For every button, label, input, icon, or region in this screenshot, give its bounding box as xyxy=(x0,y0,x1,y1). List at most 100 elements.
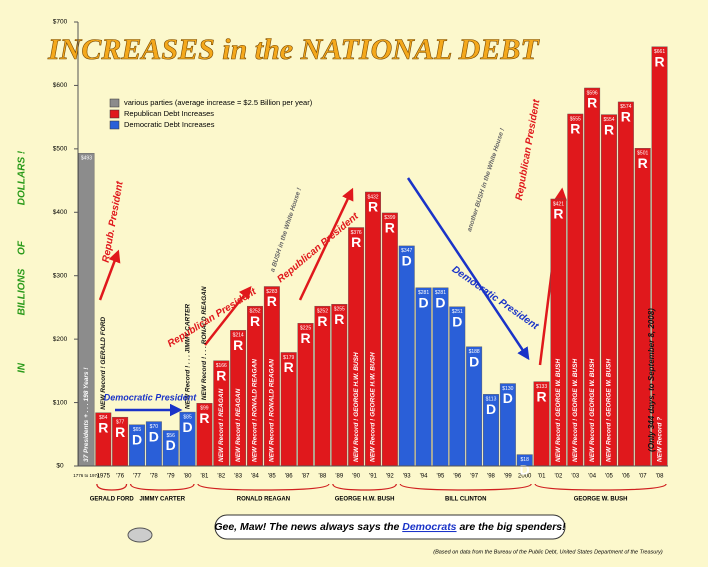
legend-swatch xyxy=(109,98,120,108)
legend-label: various parties (average increase = $2.5… xyxy=(124,98,313,107)
bar-letter: R xyxy=(570,121,580,137)
x-tick-label: 2000 xyxy=(518,474,532,480)
president-label: JIMMY CARTER xyxy=(140,497,186,503)
value-label: $179 xyxy=(283,355,294,361)
y-tick-label: $500 xyxy=(53,146,68,153)
value-label: $493 xyxy=(81,156,92,162)
bar-letter: R xyxy=(385,220,395,236)
y-axis-label: OF xyxy=(17,240,28,255)
bar-letter: R xyxy=(115,424,125,440)
bar-letter: R xyxy=(621,109,631,125)
value-label: $84 xyxy=(99,415,108,421)
value-label: $281 xyxy=(435,290,446,296)
bar-letter: R xyxy=(351,234,361,250)
president-label: BILL CLINTON xyxy=(445,497,486,503)
value-label: $554 xyxy=(603,117,614,123)
y-tick-label: $400 xyxy=(53,209,68,216)
bar xyxy=(415,287,432,467)
bar-letter: R xyxy=(317,313,327,329)
x-tick-label: '78 xyxy=(150,474,158,480)
bar-note: NEW Record ! GEORGE W. BUSH xyxy=(606,359,613,462)
source-note: (Based on data from the Bureau of the Pu… xyxy=(433,549,663,555)
bar xyxy=(617,101,634,467)
value-label: $99 xyxy=(200,406,209,412)
x-tick-label: '02 xyxy=(555,474,563,480)
bar-letter: R xyxy=(587,95,597,111)
x-tick-label: 1975 xyxy=(97,474,111,480)
value-label: $421 xyxy=(553,201,564,207)
group-brace xyxy=(197,483,330,491)
arrow xyxy=(98,249,121,301)
x-tick-label: '96 xyxy=(453,474,461,480)
arrow xyxy=(406,177,530,361)
bar-note: NEW Record ! GEORGE W. BUSH xyxy=(555,359,562,462)
value-label: $188 xyxy=(469,349,480,355)
value-label: $77 xyxy=(116,419,125,425)
group-brace xyxy=(534,483,667,491)
value-label: $501 xyxy=(637,151,648,157)
y-axis-label: DOLLARS ! xyxy=(17,150,28,205)
bar-note: NEW Record ! REAGAN xyxy=(235,388,242,462)
x-tick-label: '77 xyxy=(133,474,141,480)
value-label: $70 xyxy=(150,424,159,430)
y-tick-label: $200 xyxy=(53,336,68,343)
value-label: $555 xyxy=(570,116,581,122)
bar-letter: R xyxy=(98,419,108,435)
x-tick-label: '89 xyxy=(335,474,343,480)
bar-letter: R xyxy=(250,313,260,329)
x-tick-label: '91 xyxy=(369,474,377,480)
x-tick-label: '88 xyxy=(319,474,327,480)
bar xyxy=(331,304,348,467)
bar-letter: D xyxy=(452,313,462,329)
president-label: RONALD REAGAN xyxy=(237,497,290,503)
y-tick-label: $600 xyxy=(53,82,68,89)
y-tick-label: $300 xyxy=(53,272,68,279)
value-label: $130 xyxy=(502,386,513,392)
bar-note: NEW Record ! GEORGE W. BUSH xyxy=(589,359,596,462)
bar-letter: D xyxy=(520,461,530,477)
bar-note: 37 Presidents + . . . 198 Years ! xyxy=(83,367,90,462)
president-label: GEORGE H.W. BUSH xyxy=(335,497,395,503)
value-label: $133 xyxy=(536,384,547,390)
bar-letter: R xyxy=(537,388,547,404)
speech-bubble xyxy=(214,514,566,540)
x-tick-label: '92 xyxy=(386,474,394,480)
value-label: $251 xyxy=(452,309,463,315)
x-tick-label: '82 xyxy=(217,474,225,480)
x-tick-label: '97 xyxy=(470,474,478,480)
bar-note: NEW Record ! GEORGE H.W. BUSH xyxy=(353,352,360,462)
bar-note: NEW Record ! GERALD FORD xyxy=(100,317,107,410)
bubble-link: Democrats xyxy=(402,521,456,533)
annotation: (Only 344 days, to September 8, 2008) xyxy=(647,308,656,452)
value-label: $85 xyxy=(183,414,192,420)
value-label: $56 xyxy=(167,433,176,439)
bar-note: NEW Record ! . . . JIMMY CARTER xyxy=(184,304,191,410)
president-label: GERALD FORD xyxy=(90,497,135,503)
value-label: $281 xyxy=(418,290,429,296)
x-tick-label: '04 xyxy=(588,474,596,480)
legend-label: Democratic Debt Increases xyxy=(124,120,215,129)
x-tick-label: '81 xyxy=(201,474,209,480)
bar-note: NEW Record ! GEORGE H.W. BUSH xyxy=(370,352,377,462)
bar-letter: R xyxy=(604,121,614,137)
x-tick-label: '07 xyxy=(639,474,647,480)
value-label: $399 xyxy=(384,215,395,221)
x-tick-label: '99 xyxy=(504,474,512,480)
bar-letter: R xyxy=(553,206,563,222)
bar-note: NEW Record ! GEORGE W. BUSH xyxy=(572,359,579,462)
bar-letter: R xyxy=(655,53,665,69)
value-label: $225 xyxy=(300,326,311,332)
bar-letter: R xyxy=(334,311,344,327)
x-tick-label: '95 xyxy=(437,474,445,480)
bar-letter: R xyxy=(199,410,209,426)
x-tick-label: '05 xyxy=(605,474,613,480)
x-tick-label: '06 xyxy=(622,474,630,480)
value-label: $347 xyxy=(401,248,412,254)
x-tick-label: '93 xyxy=(403,474,411,480)
y-axis-label: BILLIONS xyxy=(17,268,28,315)
bar xyxy=(314,305,331,467)
bar-letter: D xyxy=(435,294,445,310)
bar-letter: R xyxy=(284,359,294,375)
group-brace xyxy=(332,483,397,491)
